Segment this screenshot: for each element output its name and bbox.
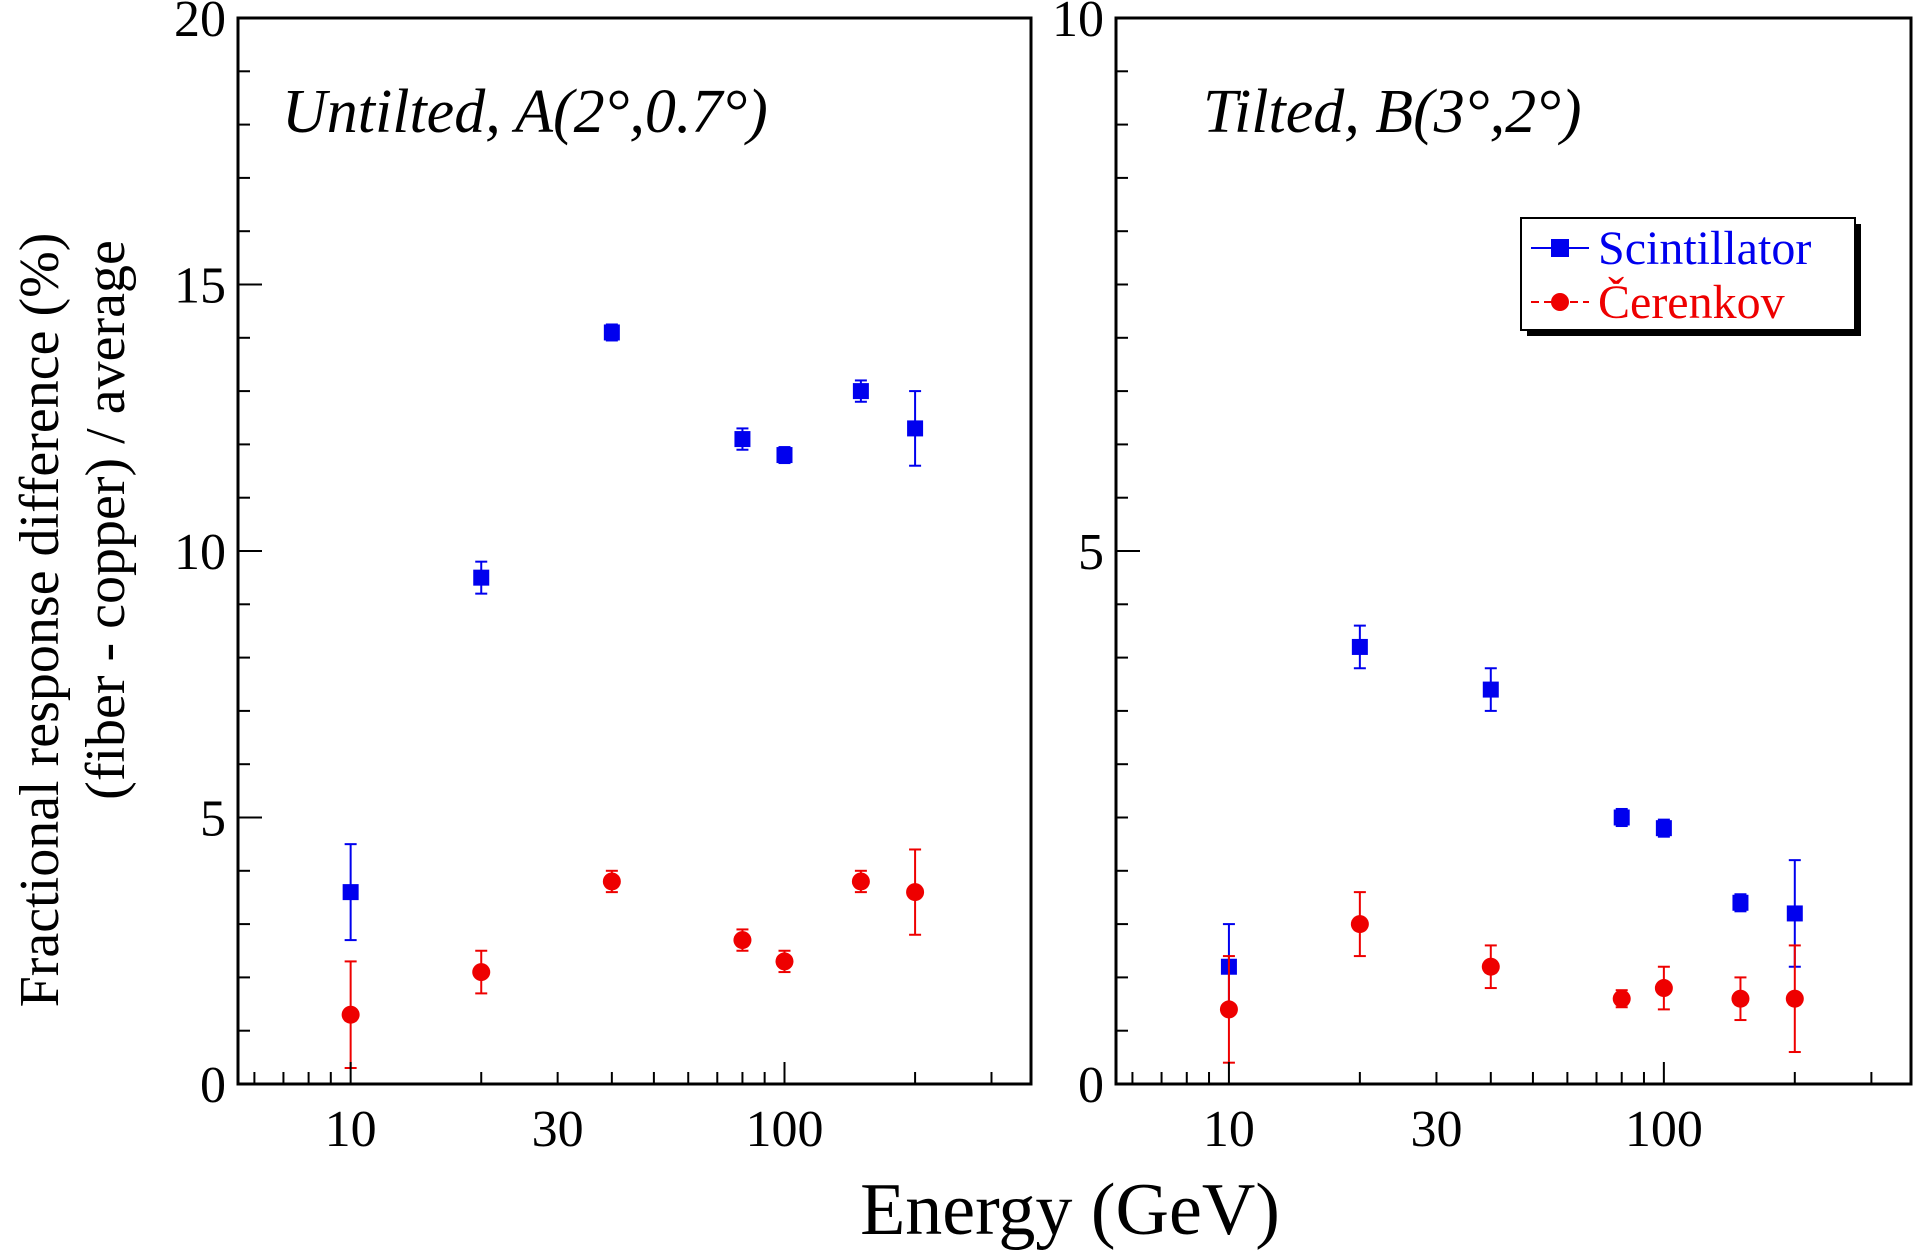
scintillator-point <box>1786 905 1803 922</box>
panel-tilted: 10 30 100 0 5 10 Tilted, B(3°,2°) Scintillato… <box>1052 0 1913 1158</box>
scintillator-point <box>1655 820 1672 837</box>
y-tick-label: 10 <box>1052 0 1104 48</box>
panel-label-untilted: Untilted, A(2°,0.7°) <box>282 78 768 146</box>
cerenkov-point <box>1481 957 1500 976</box>
scintillator-point <box>852 383 869 400</box>
y-tick-label: 20 <box>174 0 226 48</box>
legend: Scintillator Čerenkov <box>1520 217 1861 336</box>
legend-marker-cerenkov <box>1551 293 1569 311</box>
cerenkov-point <box>341 1005 360 1024</box>
y-axis-title-line2: (fiber - copper) / average <box>75 240 137 800</box>
marks-tilted <box>1219 624 1804 1064</box>
cerenkov-point <box>602 872 621 891</box>
y-tick-label: 0 <box>1078 1057 1104 1114</box>
panel-label-tilted: Tilted, B(3°,2°) <box>1203 78 1582 146</box>
cerenkov-point <box>906 883 925 902</box>
cerenkov-point <box>1785 989 1804 1008</box>
scintillator-point <box>776 447 793 464</box>
cerenkov-point <box>1731 989 1750 1008</box>
scintillator-point <box>473 569 490 586</box>
x-axis-title: Energy (GeV) <box>860 1169 1280 1251</box>
scintillator-point <box>1613 809 1630 826</box>
panel-untilted: 10 30 100 0 5 10 15 20 Untilted, A(2°,0.7°) <box>174 0 1033 1158</box>
y-tick-label: 0 <box>200 1057 226 1114</box>
legend-box <box>1520 217 1856 331</box>
x-tick-label: 30 <box>1410 1101 1462 1158</box>
cerenkov-point <box>851 872 870 891</box>
plot-frame-tilted <box>1114 16 1913 1086</box>
x-tick-label: 30 <box>532 1101 584 1158</box>
axis-ticks-tilted: 10 30 100 0 5 10 <box>1052 0 1873 1158</box>
scintillator-point <box>734 431 751 448</box>
cerenkov-point <box>1612 989 1631 1008</box>
scintillator-point <box>907 420 924 437</box>
x-tick-label: 100 <box>1625 1101 1703 1158</box>
cerenkov-point <box>472 963 491 982</box>
x-tick-label: 10 <box>1203 1101 1255 1158</box>
cerenkov-point <box>1219 1000 1238 1019</box>
cerenkov-point <box>733 931 752 950</box>
scintillator-point <box>1732 894 1749 911</box>
x-tick-label: 100 <box>745 1101 823 1158</box>
cerenkov-point <box>1654 979 1673 998</box>
y-tick-label: 10 <box>174 524 226 581</box>
scintillator-point <box>603 324 620 341</box>
y-tick-label: 5 <box>1078 524 1104 581</box>
y-tick-label: 15 <box>174 258 226 315</box>
x-tick-label: 10 <box>325 1101 377 1158</box>
legend-marker-scintillator <box>1551 239 1569 257</box>
marks-untilted <box>341 323 925 1070</box>
cerenkov-point <box>1350 915 1369 934</box>
y-tick-label: 5 <box>200 791 226 848</box>
axis-ticks-untilted: 10 30 100 0 5 10 15 20 <box>174 0 993 1158</box>
scintillator-point <box>342 884 359 901</box>
scintillator-point <box>1351 638 1368 655</box>
cerenkov-point <box>775 952 794 971</box>
y-axis-title-line1: Fractional response difference (%) <box>9 233 71 1008</box>
legend-label-cerenkov: Čerenkov <box>1598 275 1785 329</box>
scintillator-point <box>1482 681 1499 698</box>
plot-frame-untilted <box>236 16 1033 1086</box>
legend-label-scintillator: Scintillator <box>1598 222 1811 275</box>
